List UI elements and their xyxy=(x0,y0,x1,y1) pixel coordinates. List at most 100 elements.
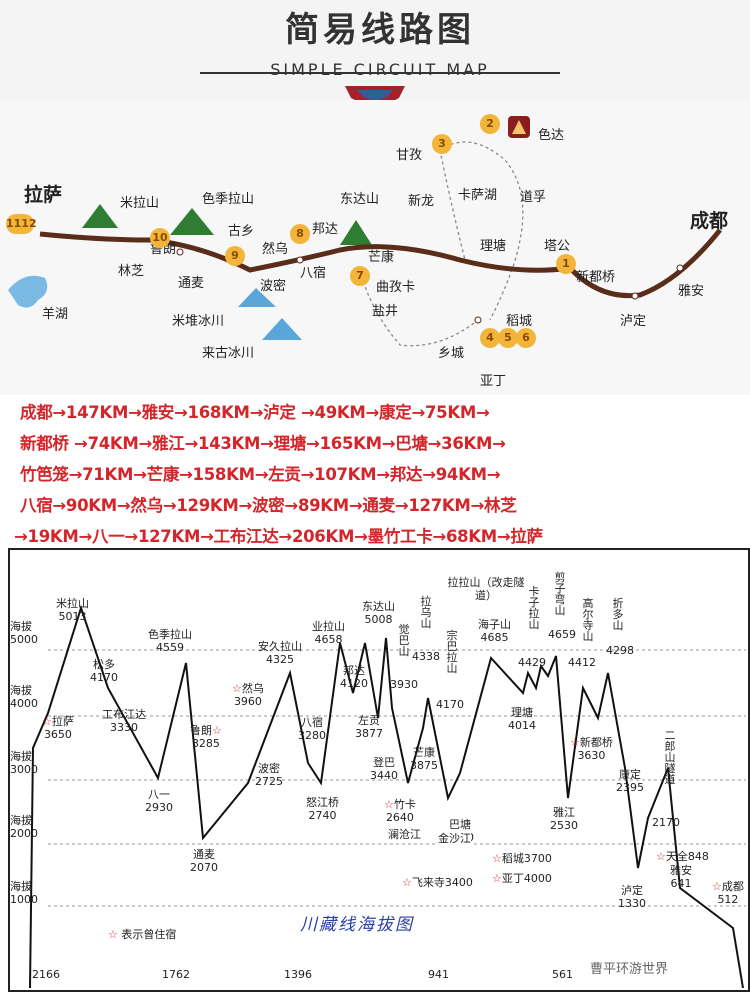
place-xindu: 新都桥 xyxy=(576,270,616,285)
y-label-5000: 海拔 5000 xyxy=(10,620,38,646)
point-litang: 理塘 4014 xyxy=(508,706,536,732)
point-dongda: 东达山 5008 xyxy=(362,600,395,626)
point-zheduo-alt: 4298 xyxy=(606,644,634,657)
point-tongmai: 通麦 2070 xyxy=(190,848,218,874)
point-bomi: 波密 2725 xyxy=(255,762,283,788)
x-label: 1396 xyxy=(284,968,312,981)
place-xiangcheng: 乡城 xyxy=(438,346,465,361)
day-marker: 8 xyxy=(290,224,310,244)
point-chengdu: ☆成都 512 xyxy=(712,880,744,906)
point-lancang: 澜沧江 xyxy=(388,828,421,841)
point-tianquan: ☆天全848 xyxy=(656,850,709,863)
point-erlang-alt: 2170 xyxy=(652,816,680,829)
elevation-chart xyxy=(29,604,746,988)
point-lalashan: 拉拉山（改走隧道） xyxy=(447,576,525,602)
place-ganzi: 甘孜 xyxy=(396,148,423,163)
temple-icon xyxy=(508,116,530,138)
place-miduibingchuan: 米堆冰川 xyxy=(172,314,225,329)
place-yanghu: 羊湖 xyxy=(42,307,69,322)
side-route-south xyxy=(359,269,479,347)
point-nujiang: 怒江桥 2740 xyxy=(306,796,339,822)
day-marker: 7 xyxy=(350,266,370,286)
place-bangda: 邦达 xyxy=(312,222,339,237)
place-chengdu: 成都 xyxy=(690,210,729,232)
place-basu: 八宿 xyxy=(300,266,327,281)
place-bomi: 波密 xyxy=(260,279,287,294)
day-marker: 3 xyxy=(432,134,452,154)
place-daocheng: 稻城 xyxy=(506,314,533,329)
glacier-icon xyxy=(238,288,276,307)
elevation-profile xyxy=(8,548,750,992)
point-feilai: ☆飞来寺3400 xyxy=(402,876,473,889)
place-dongdashan: 东达山 xyxy=(340,192,380,207)
place-ranwu: 然乌 xyxy=(262,242,289,257)
legend: ☆ 表示曾住宿 xyxy=(108,928,177,941)
point-jianziwan-alt: 4659 xyxy=(548,628,576,641)
point-lawu-alt: 4338 xyxy=(412,650,440,663)
y-label-4000: 海拔 4000 xyxy=(10,684,38,710)
page-title: 简易线路图 xyxy=(200,2,560,51)
place-mangkang: 芒康 xyxy=(368,250,395,265)
point-jianziwan: 剪子弯山 xyxy=(554,571,566,617)
point-yading: ☆亚丁4000 xyxy=(492,872,552,885)
profile-title: 川藏线海拔图 xyxy=(300,915,414,935)
point-xindu: ☆新都桥 3630 xyxy=(570,736,613,762)
day-marker: 1 xyxy=(556,254,576,274)
day-marker: 10 xyxy=(150,228,170,248)
day-marker: 2 xyxy=(480,114,500,134)
point-haizi: 海子山 4685 xyxy=(478,618,511,644)
point-luding: 泸定 1330 xyxy=(618,884,646,910)
point-kangding: 康定 2395 xyxy=(616,768,644,794)
place-kasahu: 卡萨湖 xyxy=(458,188,498,203)
route-line-1: 成都→147KM→雅安→168KM→泸定 →49KM→康定→75KM→ xyxy=(20,403,490,422)
point-zuogong: 左贡 3877 xyxy=(355,714,383,740)
day-marker: 4 xyxy=(480,328,500,348)
point-dengba: 登巴 3440 xyxy=(370,756,398,782)
side-route-mid xyxy=(439,149,466,261)
point-basu: 八宿 3280 xyxy=(298,716,326,742)
route-line-5: →19KM→八一→127KM→工布江达→206KM→墨竹工卡→68KM→拉萨 xyxy=(14,527,543,546)
place-yaan: 雅安 xyxy=(678,284,705,299)
point-songduo: 松多 4170 xyxy=(90,658,118,684)
place-linzhi: 林芝 xyxy=(118,264,145,279)
side-route-north xyxy=(439,141,524,321)
place-litang: 理塘 xyxy=(480,239,507,254)
place-xinlong: 新龙 xyxy=(408,194,435,209)
point-erlang: 二郎山隧道 xyxy=(664,729,676,786)
mountain-icon xyxy=(170,208,214,235)
y-label-3000: 海拔 3000 xyxy=(10,750,38,776)
day-marker: 5 xyxy=(498,328,518,348)
place-seda: 色达 xyxy=(538,128,565,143)
star-icon: ☆ xyxy=(108,928,118,941)
point-gongbu: 工布江达 3330 xyxy=(102,708,146,734)
x-label: 1762 xyxy=(162,968,190,981)
yanghu-lake-shape xyxy=(8,275,48,308)
x-label: 941 xyxy=(428,968,449,981)
place-guxiang: 古乡 xyxy=(228,224,255,239)
place-yanjing: 盐井 xyxy=(372,304,399,319)
point-sejila: 色季拉山 4559 xyxy=(148,628,192,654)
route-line-3: 竹笆笼→71KM→芒康→158KM→左贡→107KM→邦达→94KM→ xyxy=(20,465,501,484)
page-subtitle: SIMPLE CIRCUIT MAP xyxy=(270,60,490,79)
day-marker: 1112 xyxy=(6,214,37,234)
route-distances: 成都→147KM→雅安→168KM→泸定 →49KM→康定→75KM→ 新都桥 … xyxy=(0,395,750,546)
point-lawu: 拉乌山 xyxy=(420,595,432,630)
point-gaoersi-alt: 4412 xyxy=(568,656,596,669)
elevation-line xyxy=(29,604,744,988)
point-lulang: 鲁朗☆ 3285 xyxy=(190,724,222,750)
day-marker: 6 xyxy=(516,328,536,348)
point-jueba-alt: 3930 xyxy=(390,678,418,691)
point-zhuka: ☆竹卡 2640 xyxy=(384,798,416,824)
place-yading: 亚丁 xyxy=(480,374,507,389)
point-yela: 业拉山 4658 xyxy=(312,620,345,646)
route-map: 拉萨 米拉山 色季拉山 古乡 鲁朗 林芝 通麦 然乌 波密 八宿 邦达 东达山 … xyxy=(0,100,750,395)
point-mangkang: 芒康 3875 xyxy=(410,746,438,772)
point-yaan: 雅安 641 xyxy=(670,864,692,890)
point-bangda: 邦达 4120 xyxy=(340,664,368,690)
point-kazila-alt: 4429 xyxy=(518,656,546,669)
place-laigubingchuan: 来古冰川 xyxy=(202,346,255,361)
point-milashan: 米拉山 5013 xyxy=(56,597,89,623)
place-milashan: 米拉山 xyxy=(120,196,160,211)
point-kazila: 卡子拉山 xyxy=(528,585,540,631)
place-sejilashan: 色季拉山 xyxy=(202,192,255,207)
